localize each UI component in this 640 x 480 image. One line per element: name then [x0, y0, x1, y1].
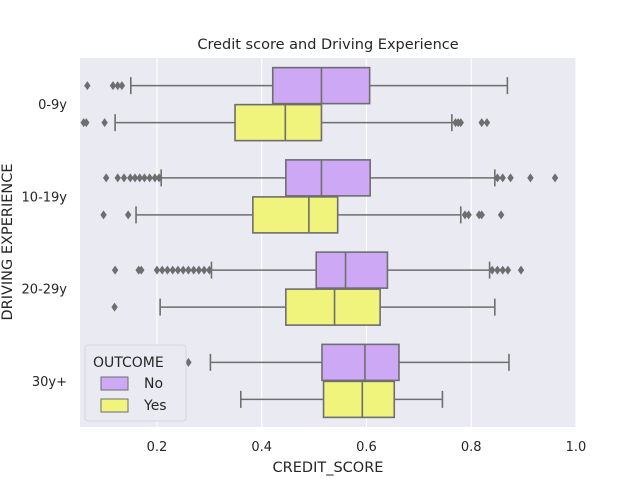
outlier-point: [483, 118, 491, 128]
outlier-point: [111, 302, 118, 312]
outlier-point: [169, 265, 176, 275]
box-no-30y+: [185, 343, 510, 382]
box-no-0-9y: [84, 66, 509, 105]
outlier-point: [100, 210, 107, 220]
outlier-point: [507, 173, 514, 183]
outlier-point: [527, 173, 534, 183]
outlier-point: [101, 118, 108, 128]
box-groups: [80, 66, 559, 419]
box-yes-30y+: [239, 380, 444, 419]
outlier-point: [478, 210, 485, 220]
box-no-10-19y: [102, 159, 559, 197]
box-iqr: [252, 196, 339, 234]
outlier-point: [102, 173, 110, 183]
outlier-point: [141, 173, 148, 183]
outlier-point: [146, 173, 153, 183]
outlier-point: [159, 265, 166, 275]
legend: OUTCOME No Yes: [84, 344, 187, 422]
box-iqr: [285, 288, 381, 326]
box-yes-20-29y: [111, 288, 496, 326]
outlier-point: [494, 173, 501, 183]
outlier-point: [120, 173, 128, 183]
outlier-point: [174, 265, 182, 275]
outlier-point: [195, 265, 203, 275]
legend-label-no: No: [144, 376, 163, 392]
y-tick-labels: 0-9y 10-19y 20-29y 30y+: [22, 98, 68, 390]
x-tick-label: 0.2: [147, 440, 168, 455]
y-tick-label: 0-9y: [38, 98, 67, 113]
outlier-point: [136, 173, 143, 183]
x-tick-label: 0.4: [251, 440, 272, 455]
outlier-point: [164, 265, 171, 275]
x-tick-label: 1.0: [566, 440, 587, 455]
y-tick-label: 10-19y: [22, 190, 68, 205]
outlier-point: [499, 265, 506, 275]
outlier-point: [185, 357, 192, 367]
legend-label-yes: Yes: [143, 398, 167, 414]
outlier-point: [497, 210, 505, 220]
outlier-point: [200, 265, 208, 275]
box-iqr: [315, 251, 389, 289]
y-tick-label: 20-29y: [22, 283, 68, 298]
legend-swatch-yes: [100, 398, 129, 413]
legend-swatch-no: [100, 376, 129, 391]
y-tick-label: 30y+: [32, 375, 67, 390]
x-tick-labels: 0.2 0.4 0.6 0.8 1.0: [147, 440, 587, 455]
legend-title: OUTCOME: [93, 355, 164, 371]
box-iqr: [234, 103, 323, 142]
outlier-point: [190, 265, 197, 275]
outlier-point: [83, 118, 90, 128]
outlier-point: [504, 265, 512, 275]
outlier-point: [155, 173, 163, 183]
outlier-point: [461, 210, 469, 220]
outlier-point: [114, 173, 121, 183]
outlier-point: [488, 265, 496, 275]
x-tick-label: 0.6: [356, 440, 377, 455]
box-iqr: [285, 159, 371, 197]
y-axis-label: DRIVING EXPERIENCE: [0, 163, 16, 320]
outlier-point: [151, 173, 159, 183]
outlier-point: [153, 265, 161, 275]
outlier-point: [457, 118, 464, 128]
box-yes-0-9y: [80, 103, 491, 142]
outlier-point: [111, 265, 119, 275]
outlier-point: [179, 265, 187, 275]
outlier-point: [517, 265, 525, 275]
outlier-point: [114, 81, 121, 91]
outlier-point: [185, 265, 192, 275]
outlier-point: [124, 210, 132, 220]
outlier-point: [109, 81, 117, 91]
outlier-point: [84, 81, 91, 91]
outlier-point: [465, 210, 472, 220]
x-tick-label: 0.8: [461, 440, 482, 455]
outlier-point: [138, 265, 145, 275]
outlier-point: [131, 173, 139, 183]
outlier-point: [127, 173, 134, 183]
box-no-20-29y: [111, 251, 525, 289]
outlier-point: [206, 265, 213, 275]
chart-title: Credit score and Driving Experience: [197, 37, 458, 53]
outlier-point: [118, 81, 126, 91]
outlier-point: [499, 173, 506, 183]
box-yes-10-19y: [100, 196, 505, 234]
box-iqr: [322, 380, 396, 419]
outlier-point: [494, 265, 501, 275]
box-iqr: [321, 343, 400, 382]
x-axis-label: CREDIT_SCORE: [273, 460, 384, 476]
outlier-point: [551, 173, 559, 183]
outlier-point: [478, 118, 485, 128]
